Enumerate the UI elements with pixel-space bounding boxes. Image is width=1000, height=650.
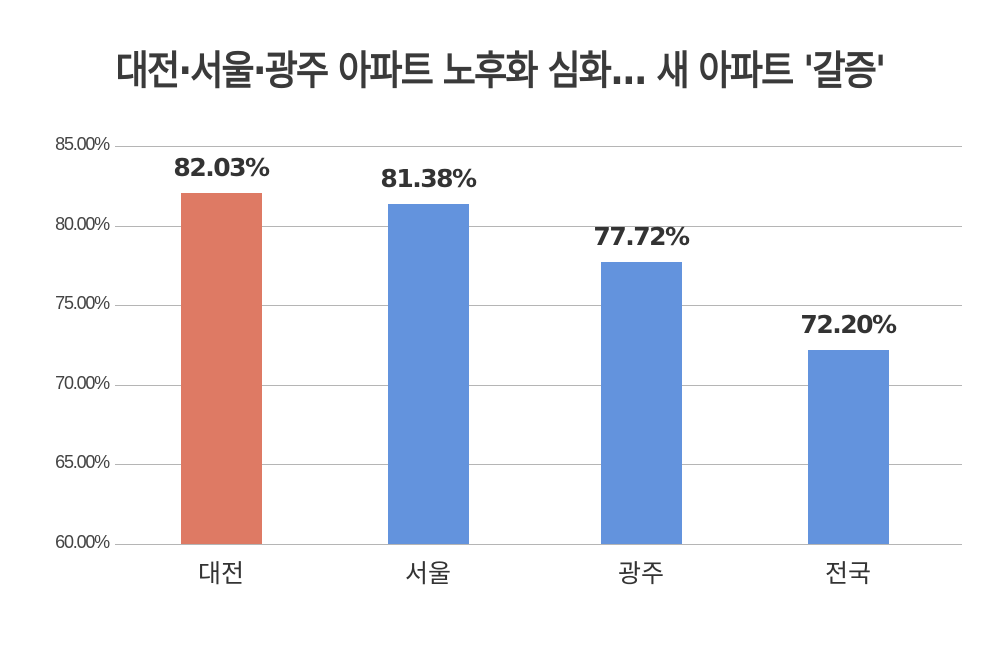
bar-value-label: 72.20% [800, 309, 897, 339]
gridline [115, 225, 962, 227]
x-category-label: 서울 [404, 559, 451, 588]
bar [387, 203, 469, 544]
x-category-label: 전국 [824, 559, 871, 588]
y-tick-label: 85.00% [55, 134, 110, 154]
gridline [115, 305, 962, 307]
plot-area: 60.00% 65.00% 70.00% 75.00% 80.00% 85.00% 82.0… [55, 134, 962, 588]
bar-value-label: 82.03% [173, 153, 270, 183]
chart-title: 대전·서울·광주 아파트 노후화 심화... 새 아파트 '갈증' [115, 48, 886, 94]
y-tick-label: 60.00% [55, 532, 110, 552]
x-category-label: 대전 [197, 559, 244, 588]
bar-value-label: 77.72% [593, 221, 690, 251]
y-tick-label: 70.00% [55, 372, 110, 393]
gridline [115, 384, 962, 386]
gridline [115, 544, 962, 545]
y-tick-label: 65.00% [55, 452, 110, 473]
x-category-label: 광주 [617, 559, 664, 588]
y-tick-label: 80.00% [55, 213, 110, 234]
bar [600, 261, 682, 544]
bar [180, 193, 262, 544]
y-tick-label: 75.00% [55, 293, 110, 314]
gridline [115, 146, 962, 147]
bar [807, 349, 889, 544]
bar-value-label: 81.38% [380, 163, 477, 193]
gridline [115, 464, 962, 466]
